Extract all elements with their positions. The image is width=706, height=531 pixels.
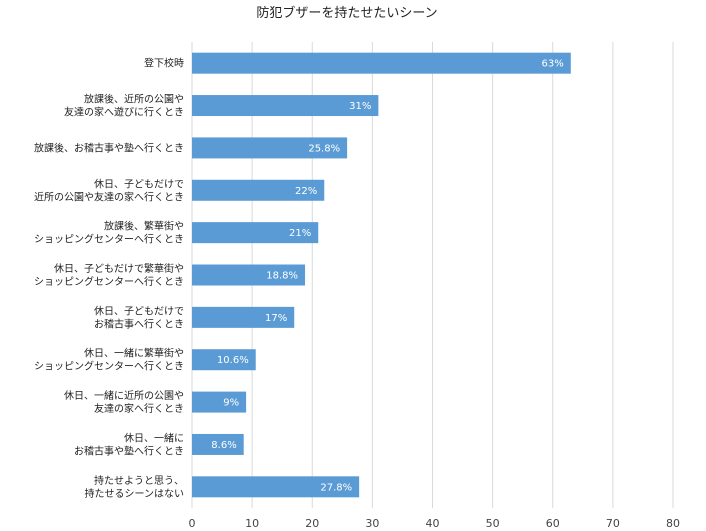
- bar: [192, 306, 295, 328]
- category-label: 休日、一緒に繁華街やショッピングセンターへ行くとき: [34, 347, 184, 373]
- data-label: 8.6%: [211, 440, 236, 451]
- category-label-line: 休日、一緒に近所の公園や: [64, 389, 184, 402]
- x-tick-label: 10: [245, 517, 259, 530]
- category-label-line: ショッピングセンターへ行くとき: [34, 275, 184, 288]
- category-label-line: 友達の家へ遊びに行くとき: [64, 106, 184, 119]
- x-tick-label: 70: [606, 517, 620, 530]
- category-label-line: 放課後、近所の公園や: [84, 93, 184, 106]
- category-labels: 登下校時放課後、近所の公園や友達の家へ遊びに行くとき放課後、お稽古事や塾へ行くと…: [34, 57, 184, 500]
- bar: [192, 349, 256, 371]
- category-label-line: ショッピングセンターへ行くとき: [34, 233, 184, 246]
- category-label: 登下校時: [144, 57, 184, 70]
- category-label: 持たせようと思う、持たせるシーンはない: [85, 474, 185, 500]
- bar: [192, 179, 325, 201]
- x-axis-ticks: 0 10 20 30 40 50 60 70 80: [189, 517, 681, 530]
- category-label-line: 休日、子どもだけで: [94, 178, 184, 190]
- category-label: 休日、一緒にお稽古事や塾へ行くとき: [74, 431, 184, 457]
- category-label: 放課後、繁華街やショッピングセンターへ行くとき: [34, 220, 184, 246]
- category-label: 放課後、近所の公園や友達の家へ遊びに行くとき: [64, 93, 184, 119]
- chart-title: 防犯ブザーを持たせたいシーン: [256, 5, 437, 21]
- category-label-line: 登下校時: [144, 57, 184, 70]
- category-label-line: 休日、一緒に: [124, 431, 184, 444]
- category-label-line: 近所の公園や友達の家へ行くとき: [34, 190, 184, 203]
- category-label: 放課後、お稽古事や塾へ行くとき: [34, 141, 184, 154]
- bar: [192, 222, 319, 244]
- category-label-line: お稽古事へ行くとき: [94, 317, 184, 330]
- data-label: 18.8%: [266, 271, 298, 282]
- category-label-line: ショッピングセンターへ行くとき: [34, 360, 184, 373]
- category-label-line: 放課後、お稽古事や塾へ行くとき: [34, 141, 184, 154]
- category-label-line: お稽古事や塾へ行くとき: [74, 444, 184, 457]
- x-tick-label: 50: [486, 517, 500, 530]
- data-label: 25.8%: [308, 143, 340, 154]
- category-label-line: 休日、子どもだけで繁華街や: [54, 262, 184, 275]
- data-label: 31%: [349, 101, 371, 112]
- category-label-line: 持たせるシーンはない: [85, 487, 185, 500]
- bar: [192, 391, 247, 413]
- category-label-line: 友達の家へ行くとき: [94, 402, 184, 415]
- x-tick-label: 20: [305, 517, 319, 530]
- bar: [192, 433, 244, 455]
- bar: [192, 264, 306, 286]
- bar: [192, 476, 360, 498]
- grid-lines: [191, 42, 674, 508]
- x-tick-label: 80: [666, 517, 680, 530]
- x-tick-label: 30: [365, 517, 379, 530]
- category-label-line: 放課後、繁華街や: [104, 220, 184, 233]
- data-label: 21%: [289, 228, 311, 239]
- category-label-line: 休日、一緒に繁華街や: [84, 347, 184, 360]
- x-tick-label: 60: [546, 517, 560, 530]
- x-tick-label: 40: [426, 517, 440, 530]
- data-label: 27.8%: [320, 482, 352, 493]
- bar: [192, 52, 571, 74]
- data-label: 17%: [265, 313, 287, 324]
- category-label: 休日、子どもだけで近所の公園や友達の家へ行くとき: [34, 178, 184, 203]
- data-label: 22%: [295, 186, 317, 197]
- category-label: 休日、子どもだけで繁華街やショッピングセンターへ行くとき: [34, 262, 184, 288]
- bar: [192, 137, 348, 159]
- data-label: 9%: [223, 398, 239, 409]
- data-label: 10.6%: [217, 355, 249, 366]
- data-labels: 63% 31% 25.8% 22% 21% 18.8% 17% 10.6% 9% 8.6% 27.8…: [211, 59, 563, 494]
- x-tick-label: 0: [189, 517, 196, 530]
- category-label: 休日、子どもだけでお稽古事へ行くとき: [94, 305, 184, 330]
- category-label-line: 持たせようと思う、: [94, 474, 184, 487]
- category-label: 休日、一緒に近所の公園や友達の家へ行くとき: [64, 389, 184, 415]
- bar: [192, 95, 379, 117]
- data-label: 63%: [542, 59, 564, 70]
- category-label-line: 休日、子どもだけで: [94, 305, 184, 317]
- bars: [192, 52, 571, 498]
